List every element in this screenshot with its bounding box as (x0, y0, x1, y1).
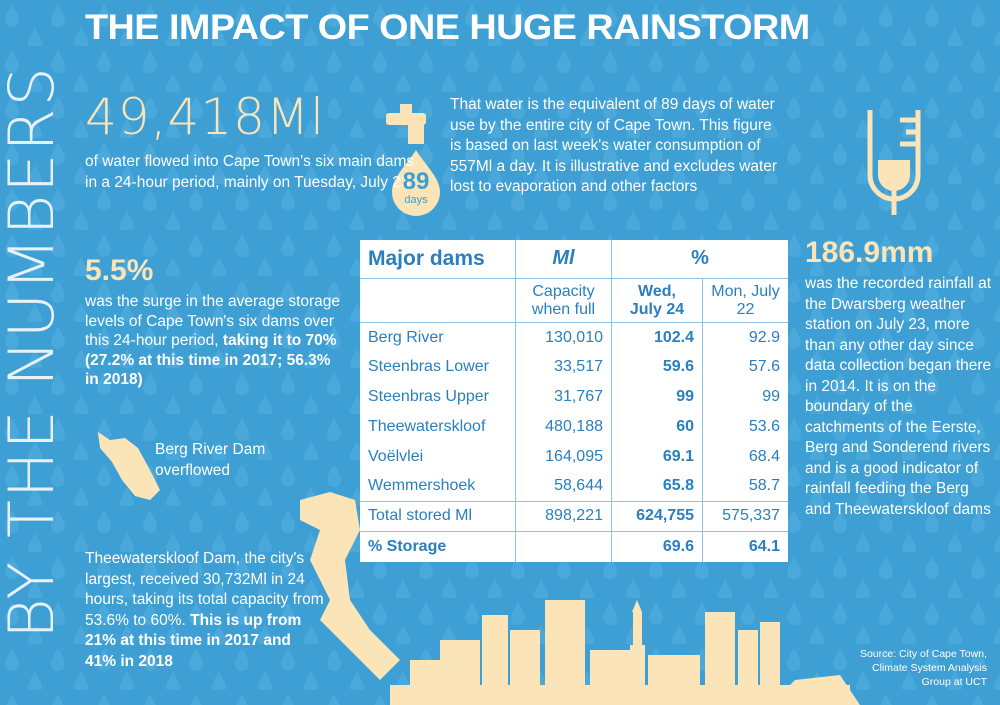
table-cell: 31,767 (515, 382, 612, 413)
table-cell: Steenbras Upper (368, 388, 489, 406)
table-cell: Mon, July 22 (702, 277, 788, 323)
berg-note: Berg River Dam overflowed (155, 441, 266, 479)
tw-plain: Theewaterskloof Dam, the city's largest,… (85, 550, 324, 629)
table-cell: 102.4 (611, 322, 703, 353)
table-cell: 69.6 (611, 531, 703, 562)
table-row: Wemmershoek 58,644 65.8 58.7 (360, 471, 788, 502)
table-cell: % Storage (360, 531, 516, 562)
table-cell (515, 531, 612, 562)
table-row: Berg River 130,010 102.4 92.9 (360, 322, 788, 353)
tap-icon (386, 104, 440, 216)
table-row: Voëlvlei 164,095 69.1 68.4 (360, 441, 788, 472)
skyline (390, 600, 860, 705)
table-cell: 69.1 (611, 441, 703, 472)
table-cell: Wemmershoek (368, 477, 476, 495)
table-cell: 898,221 (515, 500, 612, 532)
table-cell: 99 (611, 382, 703, 413)
days-unit: days (404, 194, 428, 206)
table-cell: Total stored Ml (360, 500, 516, 532)
table-cell: Voëlvlei (368, 447, 424, 465)
table-cell: 575,337 (702, 500, 788, 532)
table-cell: Capacity when full (515, 277, 612, 323)
beaker-fill (878, 160, 910, 191)
days-text: That water is the equivalent of 89 days … (450, 96, 778, 195)
days-number: 89 (402, 168, 430, 195)
table-cell: 59.6 (611, 352, 703, 383)
table-cell: 164,095 (515, 441, 612, 472)
source: Source: City of Cape Town, Climate Syste… (859, 648, 987, 688)
inflow-figure: 49,418Ml (85, 88, 325, 146)
side-label: BY THE NUMBERS (0, 65, 68, 639)
table-cell: 130,010 (515, 322, 612, 353)
table-row: Steenbras Lower 33,517 59.6 57.6 (360, 352, 788, 383)
table-row: Major dams Ml% (360, 240, 788, 279)
theewaterskloof-text: Theewaterskloof Dam, the city's largest,… (85, 549, 325, 672)
rainfall-text: was the recorded rainfall at the Dwarsbe… (805, 275, 992, 518)
theewaterskloof-shape (300, 492, 400, 680)
rainfall-figure: 186.9mm (805, 236, 934, 269)
table-cell: Wed, July 24 (611, 277, 703, 323)
inflow-text: of water flowed into Cape Town's six mai… (85, 153, 415, 191)
surge-bold: taking it to 70% (27.2% at this time in … (85, 332, 337, 388)
surge-figure: 5.5% (85, 254, 154, 287)
dams-table: Major dams Ml% Capacity when full Wed, July… (360, 240, 788, 562)
table-cell: 33,517 (515, 352, 612, 383)
table-cell: 68.4 (702, 441, 788, 472)
table-row: Steenbras Upper 31,767 99 99 (360, 382, 788, 413)
table-cell: 53.6 (702, 412, 788, 442)
table-cell: Steenbras Lower (368, 358, 489, 376)
table-cell: 58,644 (515, 471, 612, 502)
beaker-icon (867, 110, 921, 215)
table-cell: 64.1 (702, 531, 788, 562)
table-cell: 99 (702, 382, 788, 413)
table-cell: Theewaterskloof (368, 417, 486, 435)
tw-bold: This is up from 21% at this time in 2017… (85, 611, 302, 670)
table-cell: 65.8 (611, 471, 703, 502)
table-row: Capacity when full Wed, July 24 Mon, July … (360, 277, 788, 323)
table-cell: 624,755 (611, 500, 703, 532)
berg-dam-shape (98, 432, 160, 500)
table-cell: Major dams (368, 246, 485, 270)
table-row: % Storage 69.6 64.1 (360, 531, 788, 562)
table-cell: 60 (611, 412, 703, 442)
table-body: Major dams Ml% Capacity when full Wed, July… (360, 240, 788, 562)
title: THE IMPACT OF ONE HUGE RAINSTORM (85, 8, 810, 47)
table-cell: 57.6 (702, 352, 788, 383)
surge-plain: was the surge in the average storage lev… (85, 293, 341, 349)
table-row: Theewaterskloof 480,188 60 53.6 (360, 412, 788, 442)
table-cell: 480,188 (515, 412, 612, 442)
table-cell: 92.9 (702, 322, 788, 353)
table-cell: % (611, 240, 788, 279)
table-cell: 58.7 (702, 471, 788, 502)
table-row: Total stored Ml 898,221 624,755 575,337 (360, 500, 788, 532)
table-cell (360, 277, 516, 323)
table-cell: Berg River (360, 322, 516, 353)
surge-text: was the surge in the average storage lev… (85, 292, 347, 390)
table-cell: Ml (515, 240, 612, 279)
